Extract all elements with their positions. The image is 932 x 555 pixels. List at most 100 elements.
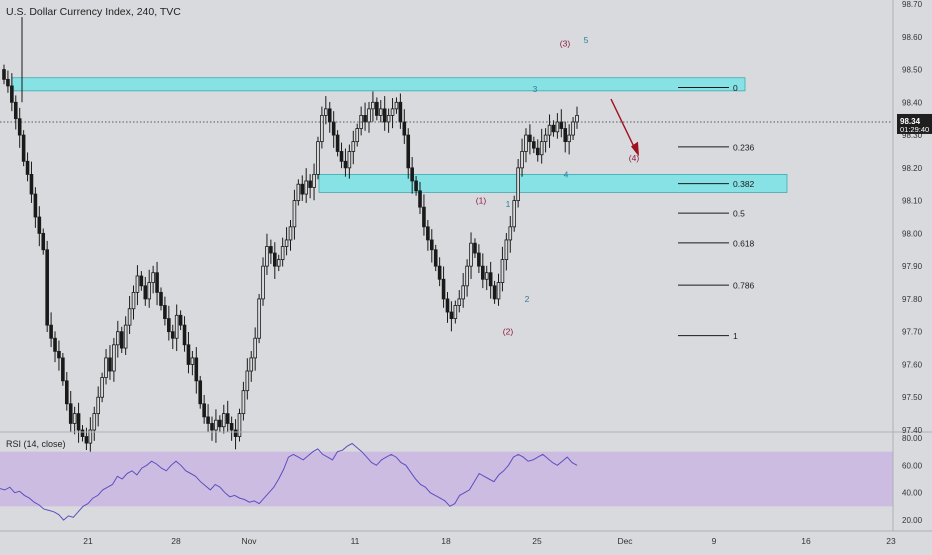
time-tick-label: Nov	[241, 536, 257, 546]
candle-body	[178, 314, 183, 326]
candle-body	[194, 357, 199, 382]
candle-body	[96, 396, 100, 415]
candle-body	[269, 246, 273, 254]
candle-body	[100, 377, 104, 398]
candle-body	[441, 278, 446, 300]
time-tick-label: 23	[886, 536, 896, 546]
candle-body	[257, 298, 261, 339]
price-tick-label: 98.60	[902, 33, 923, 42]
price-tick-label: 98.00	[902, 229, 923, 238]
candle-body	[386, 115, 391, 123]
candle-body	[563, 128, 568, 143]
fib-level-label: 0	[733, 83, 738, 93]
candle-body	[104, 357, 108, 378]
candle-body	[347, 151, 352, 169]
candle-body	[492, 285, 497, 300]
candle-body	[159, 291, 163, 306]
candle-body	[41, 232, 46, 251]
candle-body	[57, 350, 61, 359]
candle-body	[49, 324, 53, 339]
main-pane: 0 0.236 0.382 0.5 0.618 0.786 1 (3) 5 3 (4) 4 (1) 1 2 (…	[0, 17, 893, 452]
time-tick-label: 25	[532, 536, 542, 546]
candle-body	[308, 180, 312, 188]
current-price-tag	[897, 113, 932, 134]
candle-body	[273, 252, 277, 267]
candle-body	[378, 108, 383, 116]
candle-body	[167, 318, 171, 333]
candle-body	[249, 357, 254, 372]
candle-body	[288, 226, 293, 241]
candle-body	[265, 246, 269, 267]
candle-body	[473, 242, 477, 254]
candle-body	[339, 151, 344, 162]
candle-body	[528, 134, 532, 143]
candle-body	[53, 337, 57, 352]
candle-body	[6, 78, 10, 87]
candle-body	[123, 324, 128, 349]
candle-body	[363, 115, 367, 123]
candle-body	[21, 134, 26, 162]
candle-body	[33, 193, 38, 218]
candle-body	[174, 314, 179, 339]
candle-body	[512, 200, 517, 228]
price-tick-label: 97.90	[902, 262, 923, 271]
candle-body	[524, 134, 528, 152]
candle-body	[481, 265, 485, 280]
price-tick-label: 98.10	[902, 197, 923, 206]
candle-body	[253, 337, 257, 359]
candle-body	[382, 108, 387, 123]
rsi-tick-label: 60.00	[902, 461, 923, 470]
candle-body	[367, 108, 371, 123]
candle-body	[198, 380, 203, 405]
candle-body	[68, 403, 73, 424]
candle-body	[429, 239, 434, 251]
candle-body	[233, 429, 238, 437]
candle-body	[135, 275, 140, 293]
candle-body	[210, 423, 214, 431]
candle-body	[182, 324, 187, 346]
candle-body	[292, 200, 297, 228]
candle-body	[426, 226, 430, 241]
candle-body	[469, 242, 473, 267]
price-tick-label: 98.50	[902, 66, 923, 75]
candle-body	[170, 331, 175, 339]
candle-body	[484, 272, 489, 280]
fib-level-label: 1	[733, 331, 738, 341]
support-zone	[318, 173, 788, 193]
candle-body	[500, 259, 505, 283]
fib-level-label: 0.618	[733, 238, 755, 248]
candle-body	[449, 311, 454, 319]
price-tick-label: 98.30	[902, 131, 923, 140]
fib-level-label: 0.786	[733, 281, 755, 291]
candle-body	[410, 167, 414, 182]
candle-body	[10, 85, 14, 103]
candle-body	[45, 249, 49, 326]
wave-label: (4)	[629, 153, 640, 163]
time-tick-label: 11	[351, 536, 360, 546]
rsi-tick-label: 80.00	[902, 434, 923, 443]
candle-body	[567, 134, 571, 143]
candle-body	[300, 183, 305, 195]
current-price-value: 98.34	[900, 117, 921, 126]
wave-label: 4	[564, 169, 569, 179]
fib-level-label: 0.236	[733, 142, 755, 152]
candle-body	[504, 239, 509, 261]
price-tick-label: 97.80	[902, 295, 923, 304]
price-tick-label: 98.70	[902, 0, 923, 9]
candle-body	[331, 121, 336, 136]
candle-body	[414, 180, 418, 192]
candle-body	[312, 173, 316, 188]
candle-body	[280, 246, 285, 261]
wave-label: (1)	[476, 196, 487, 206]
countdown-value: 01:29:40	[900, 125, 929, 134]
wave-label: (2)	[503, 327, 514, 337]
candle-body	[29, 173, 34, 195]
candle-body	[555, 121, 560, 133]
candle-body	[61, 357, 65, 382]
candle-body	[92, 413, 97, 431]
candle-body	[437, 265, 442, 280]
candle-body	[457, 298, 462, 306]
